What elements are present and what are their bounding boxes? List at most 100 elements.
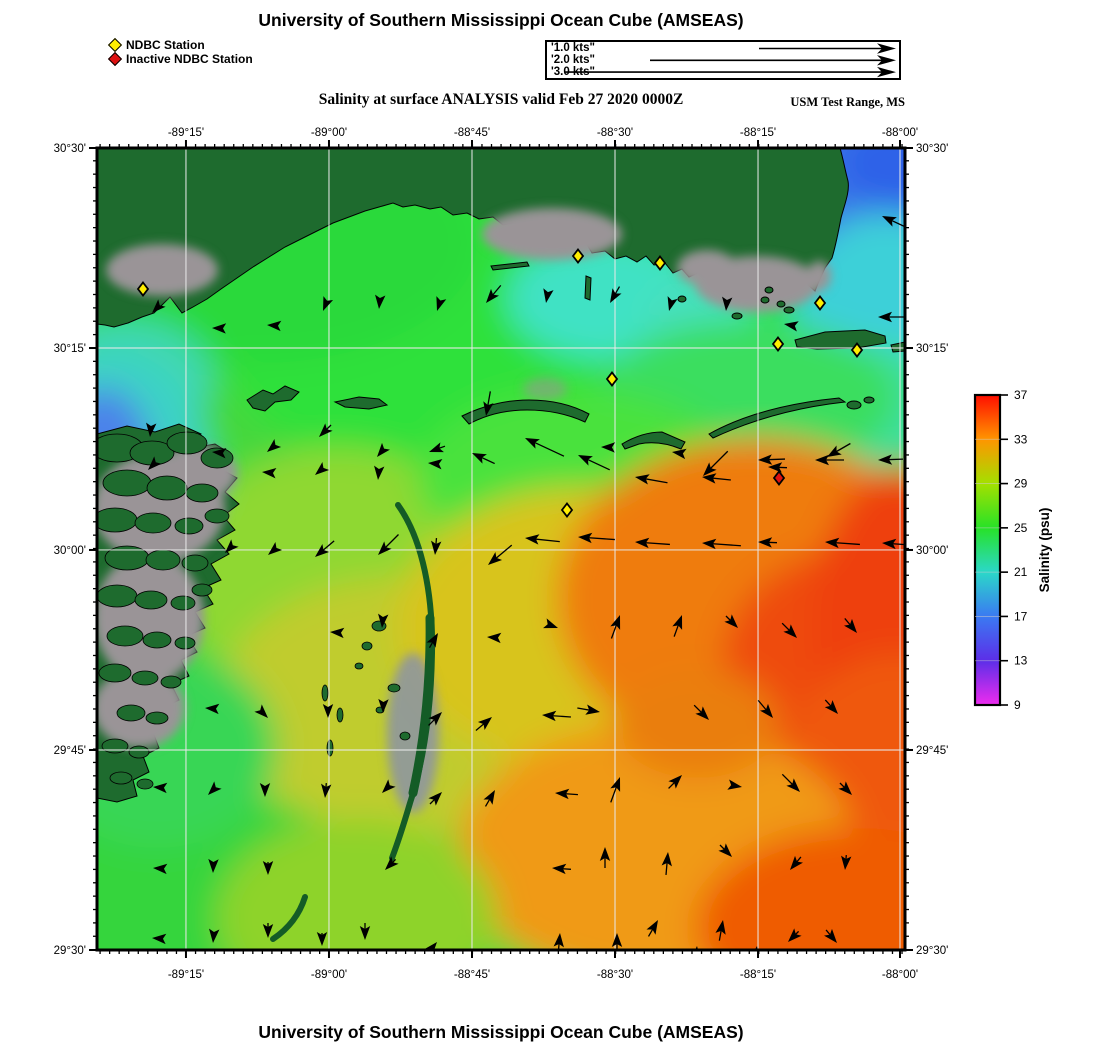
current-arrow — [635, 537, 670, 549]
current-arrow — [577, 704, 600, 715]
current-speed-scale-box: '1.0 kts" '2.0 kts" '3.0 kts" — [545, 40, 901, 80]
graticule — [97, 148, 905, 950]
x-tick-label: -89°00' — [311, 969, 347, 981]
ndbc-station-marker — [136, 281, 150, 297]
legend-label-inactive: Inactive NDBC Station — [126, 52, 253, 66]
current-arrow — [225, 539, 239, 553]
current-arrow — [768, 462, 788, 473]
current-arrow — [429, 442, 446, 453]
current-arrow — [146, 422, 157, 437]
current-arrow — [552, 863, 571, 875]
current-arrow — [824, 699, 838, 714]
current-arrow — [758, 537, 778, 548]
ndbc-station-marker — [813, 295, 827, 311]
current-arrow — [878, 454, 904, 465]
current-arrow — [205, 703, 220, 715]
legend-row-active: NDBC Station — [107, 37, 253, 53]
y-tick-label: 30°15' — [54, 343, 86, 355]
current-arrow — [543, 618, 558, 629]
colorbar: 37 33 29 25 21 17 13 9 Salinity (psu) — [973, 388, 1052, 712]
ndbc-station-marker — [571, 248, 585, 264]
y-tick-label: 30°30' — [916, 143, 948, 155]
current-arrow — [718, 843, 732, 857]
current-arrow — [315, 540, 335, 557]
y-tick-label: 30°00' — [54, 545, 86, 557]
ndbc-station-marker — [560, 502, 574, 518]
x-tick-label: -88°15' — [740, 127, 776, 139]
current-vectors — [146, 216, 905, 950]
current-arrow — [153, 782, 168, 794]
current-arrow — [428, 712, 442, 726]
current-arrow — [209, 928, 220, 943]
current-arrow — [428, 792, 442, 806]
current-arrow — [319, 423, 333, 437]
figure-title: University of Southern Mississippi Ocean… — [258, 10, 744, 30]
ndbc-station-marker — [771, 336, 785, 352]
current-arrow — [359, 923, 371, 940]
current-arrow — [825, 537, 860, 549]
current-arrow — [599, 847, 611, 868]
current-arrow — [635, 474, 668, 485]
y-tick-label: 30°15' — [916, 343, 948, 355]
current-arrow — [668, 775, 682, 789]
current-arrow — [722, 296, 733, 311]
y-tick-label: 29°30' — [54, 945, 86, 957]
current-arrow — [428, 459, 443, 470]
current-arrow — [601, 442, 616, 453]
current-arrow — [841, 855, 852, 870]
current-arrow — [724, 614, 738, 628]
current-arrow — [316, 932, 328, 946]
colorbar-tick-label: 21 — [1014, 565, 1028, 579]
current-arrow — [148, 456, 162, 470]
current-arrow — [374, 465, 385, 480]
current-arrow — [542, 710, 571, 722]
x-tick-label: -88°30' — [597, 969, 633, 981]
current-arrow — [878, 311, 905, 323]
current-arrow — [208, 781, 222, 795]
current-arrow — [781, 773, 800, 792]
current-arrow — [378, 613, 389, 628]
y-tick-label: 29°45' — [54, 745, 86, 757]
current-arrow — [824, 928, 837, 943]
current-arrow — [426, 633, 438, 649]
x-tick-label: -88°45' — [454, 127, 490, 139]
current-arrow — [758, 454, 786, 465]
current-arrow — [667, 296, 678, 311]
current-arrow — [693, 704, 709, 720]
current-arrow — [882, 216, 905, 229]
current-arrow — [788, 928, 802, 942]
current-arrow — [781, 622, 797, 638]
legend-label-active: NDBC Station — [126, 38, 205, 52]
y-tick-label: 30°00' — [916, 545, 948, 557]
current-arrow — [715, 920, 726, 941]
current-arrow — [315, 462, 330, 475]
ndbc-stations — [136, 248, 864, 518]
current-arrow — [610, 777, 621, 803]
current-arrow — [378, 534, 399, 555]
current-arrow — [672, 615, 683, 637]
current-arrow — [578, 532, 615, 544]
current-arrow — [475, 717, 492, 731]
current-arrow — [487, 632, 502, 644]
current-arrow — [212, 323, 227, 334]
current-arrow — [525, 438, 565, 457]
current-arrow — [827, 442, 851, 457]
station-legend: NDBC Station Inactive NDBC Station — [107, 37, 253, 67]
current-arrow — [610, 615, 621, 639]
footer-title: University of Southern Mississippi Ocean… — [258, 1022, 744, 1042]
scale-label-1kt: '1.0 kts" — [551, 42, 595, 54]
colorbar-tick-label: 9 — [1014, 698, 1021, 712]
current-arrow — [259, 783, 271, 797]
ndbc-station-marker — [605, 371, 619, 387]
x-tick-label: -89°00' — [311, 127, 347, 139]
map-canvas — [97, 148, 905, 950]
current-arrow — [262, 468, 277, 479]
current-arrow — [268, 542, 283, 555]
plot-subtitle: Salinity at surface ANALYSIS valid Feb 2… — [318, 91, 684, 108]
x-tick-label: -88°00' — [882, 127, 918, 139]
colorbar-gradient — [973, 393, 1002, 707]
scale-label-2kt: '2.0 kts" — [551, 54, 595, 66]
x-tick-label: -89°15' — [168, 969, 204, 981]
current-arrow — [610, 286, 622, 303]
